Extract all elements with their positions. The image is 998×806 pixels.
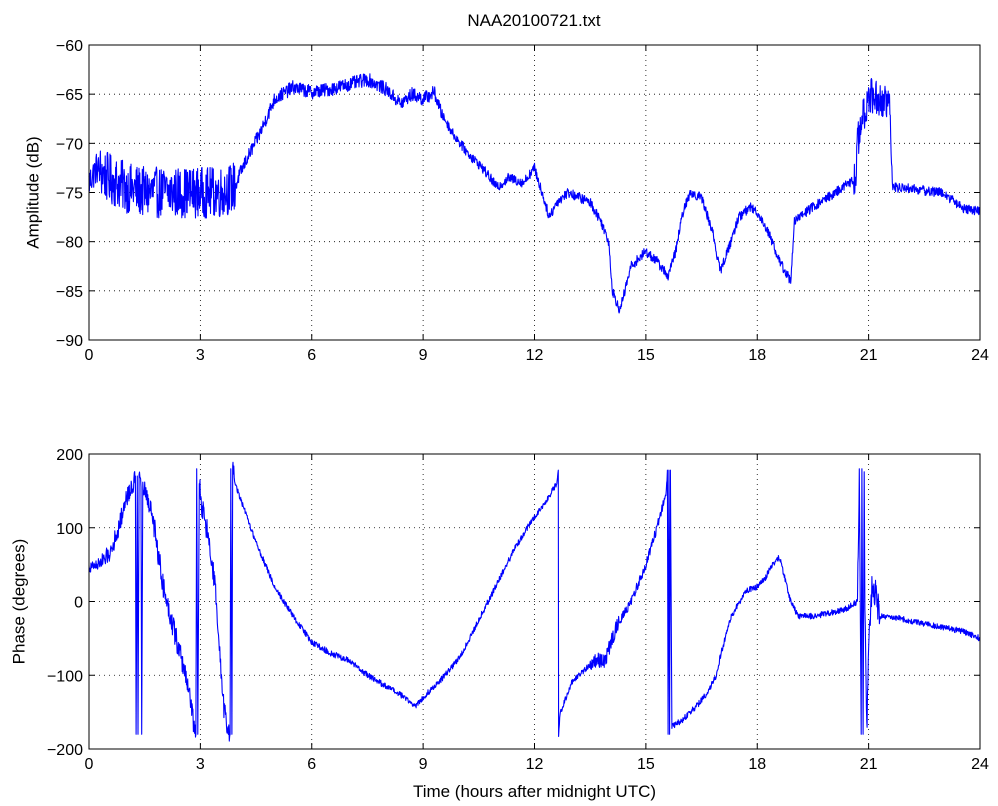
phase-y-axis-label: Phase (degrees) xyxy=(9,539,28,665)
amplitude-y-tick-label: −70 xyxy=(56,136,83,153)
phase-y-tick-label: −100 xyxy=(47,668,83,685)
amplitude-trace-group xyxy=(88,73,981,314)
phase-x-tick-label: 15 xyxy=(637,756,655,773)
amplitude-y-axis-label: Amplitude (dB) xyxy=(23,136,42,248)
phase-y-tick-label: 200 xyxy=(56,447,83,464)
amplitude-x-tick-label: 21 xyxy=(860,347,878,364)
phase-x-tick-label: 0 xyxy=(85,756,94,773)
phase-x-tick-label: 6 xyxy=(307,756,316,773)
amplitude-y-tick-label: −65 xyxy=(56,87,83,104)
amplitude-grid xyxy=(89,45,980,340)
amplitude-x-tick-label: 12 xyxy=(526,347,544,364)
amplitude-trace xyxy=(88,73,981,314)
phase-x-tick-label: 21 xyxy=(860,756,878,773)
phase-y-tick-label: 0 xyxy=(74,595,83,612)
amplitude-x-tick-label: 18 xyxy=(748,347,766,364)
amplitude-plot: 0 3 6 9 12 15 18 21 24 −90 −85 −80 −75 −70 −65 −60 Ampl… xyxy=(23,38,989,364)
amplitude-y-tick-label: −90 xyxy=(56,333,83,350)
amplitude-y-tick-label: −80 xyxy=(56,235,83,252)
phase-x-tick-label: 9 xyxy=(419,756,428,773)
phase-x-tick-label: 24 xyxy=(971,756,989,773)
phase-ticks: 0 3 6 9 12 15 18 21 24 −200 −100 0 100 200 xyxy=(47,447,989,773)
phase-y-tick-label: −200 xyxy=(47,742,83,759)
phase-trace xyxy=(88,461,981,742)
phase-x-tick-label: 12 xyxy=(526,756,544,773)
amplitude-y-tick-label: −60 xyxy=(56,38,83,55)
phase-plot: 0 3 6 9 12 15 18 21 24 −200 −100 0 100 200 Phase (deg… xyxy=(9,447,989,801)
amplitude-ticks: 0 3 6 9 12 15 18 21 24 −90 −85 −80 −75 −70 −65 −60 xyxy=(56,38,989,364)
phase-x-tick-label: 3 xyxy=(196,756,205,773)
amplitude-x-tick-label: 6 xyxy=(307,347,316,364)
amplitude-x-tick-label: 24 xyxy=(971,347,989,364)
amplitude-x-tick-label: 15 xyxy=(637,347,655,364)
amplitude-x-tick-label: 0 xyxy=(85,347,94,364)
amplitude-x-tick-label: 3 xyxy=(196,347,205,364)
phase-x-tick-label: 18 xyxy=(748,756,766,773)
chart-title: NAA20100721.txt xyxy=(467,11,601,30)
amplitude-y-tick-label: −85 xyxy=(56,284,83,301)
phase-x-axis-label: Time (hours after midnight UTC) xyxy=(413,782,656,801)
phase-grid xyxy=(89,454,980,749)
amplitude-y-tick-label: −75 xyxy=(56,186,83,203)
phase-trace-group xyxy=(88,461,981,742)
amplitude-x-tick-label: 9 xyxy=(419,347,428,364)
phase-y-tick-label: 100 xyxy=(56,521,83,538)
